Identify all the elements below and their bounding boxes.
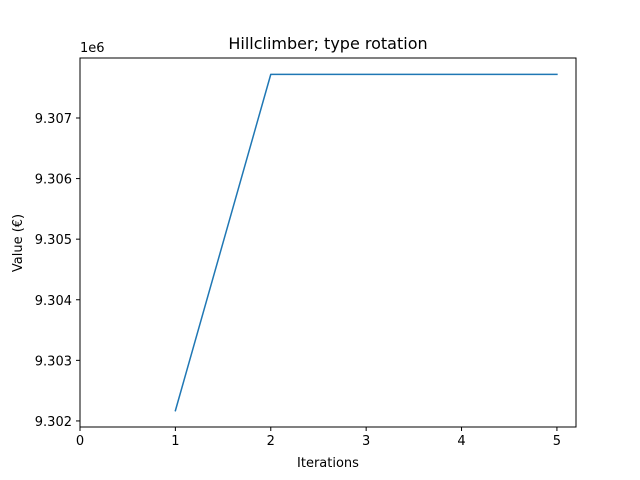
y-tick-label: 9.303 xyxy=(35,354,72,369)
x-tick-label: 1 xyxy=(171,434,179,449)
x-tick-label: 2 xyxy=(267,434,275,449)
y-tick-label: 9.306 xyxy=(35,173,72,188)
y-tick-label: 9.304 xyxy=(35,294,72,309)
x-axis-ticks: 0 1 2 3 4 5 xyxy=(76,427,561,449)
chart-title: Hillclimber; type rotation xyxy=(228,34,427,53)
x-tick-label: 5 xyxy=(553,434,561,449)
y-axis-ticks: 9.302 9.303 9.304 9.305 9.306 9.307 xyxy=(35,112,80,430)
y-offset-label: 1e6 xyxy=(80,41,105,56)
x-tick-label: 0 xyxy=(76,434,84,449)
series-line xyxy=(174,73,558,412)
y-tick-label: 9.302 xyxy=(35,415,72,430)
y-tick-label: 9.305 xyxy=(35,233,72,248)
plot-frame xyxy=(79,57,577,428)
y-axis-label: Value (€) xyxy=(11,214,26,272)
x-tick-label: 3 xyxy=(362,434,370,449)
series-layer xyxy=(174,73,558,412)
x-axis-label: Iterations xyxy=(297,456,359,471)
x-tick-label: 4 xyxy=(457,434,465,449)
y-tick-label: 9.307 xyxy=(35,112,72,127)
